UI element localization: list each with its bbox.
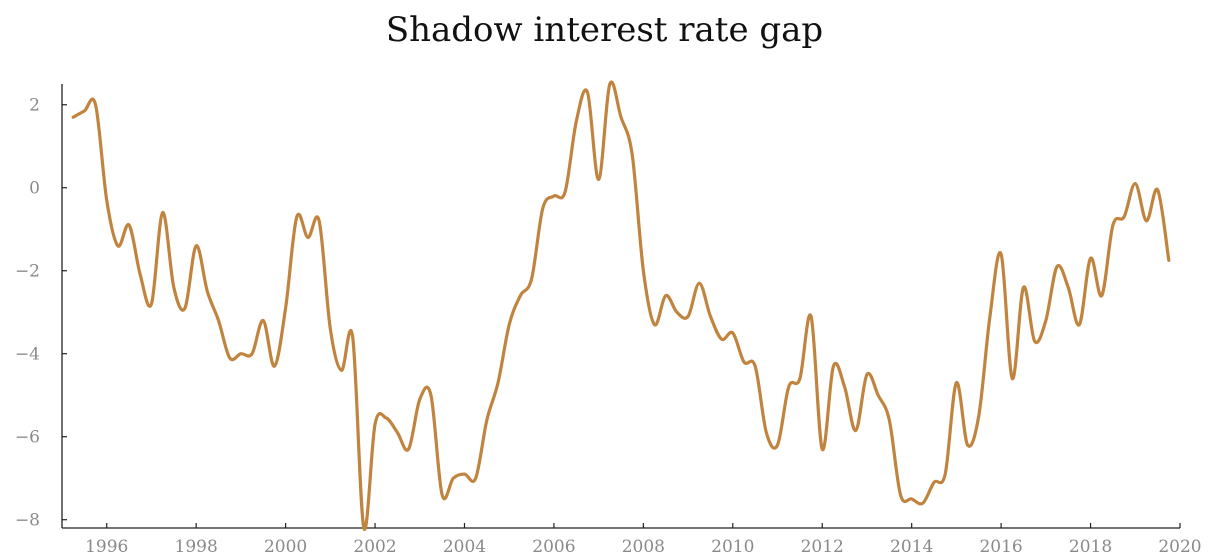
- x-tick-label: 1996: [85, 537, 128, 557]
- x-tick-label: 2002: [353, 537, 396, 557]
- y-tick-label: −8: [15, 511, 40, 531]
- y-tick-label: 2: [29, 96, 40, 116]
- y-tick-label: 0: [29, 179, 40, 199]
- x-tick-label: 2020: [1158, 537, 1201, 557]
- x-tick-label: 2012: [801, 537, 844, 557]
- x-tick-label: 2016: [979, 537, 1022, 557]
- series-line: [71, 80, 1171, 531]
- x-tick-label: 1998: [175, 537, 218, 557]
- x-tick-label: 2000: [264, 537, 307, 557]
- y-tick-label: −4: [15, 345, 40, 365]
- y-tick-label: −2: [15, 262, 40, 282]
- x-tick-label: 2008: [622, 537, 665, 557]
- x-tick-label: 2006: [532, 537, 575, 557]
- x-tick-label: 2010: [711, 537, 754, 557]
- x-tick-label: 2018: [1069, 537, 1112, 557]
- x-tick-label: 2014: [890, 537, 933, 557]
- y-tick-label: −6: [15, 428, 40, 448]
- chart-title: Shadow interest rate gap: [385, 10, 824, 50]
- x-tick-label: 2004: [443, 537, 486, 557]
